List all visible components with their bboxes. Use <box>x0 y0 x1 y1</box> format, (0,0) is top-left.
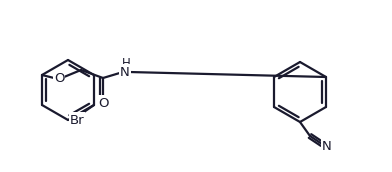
Text: N: N <box>120 66 130 78</box>
Text: N: N <box>322 141 332 153</box>
Text: O: O <box>98 96 108 110</box>
Text: Br: Br <box>70 114 84 126</box>
Text: H: H <box>122 56 131 69</box>
Text: O: O <box>54 72 64 84</box>
